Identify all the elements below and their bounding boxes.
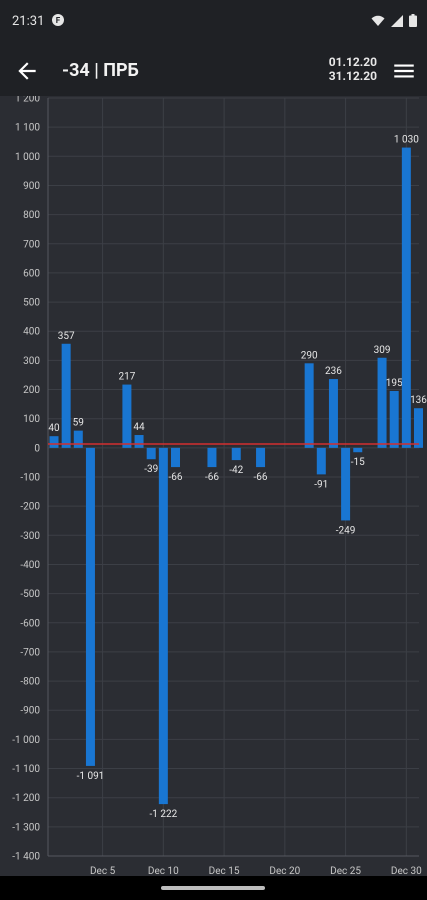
x-tick-label: Dec 10 bbox=[148, 866, 179, 876]
y-tick-label: -1 300 bbox=[12, 822, 40, 833]
data-label: -1 222 bbox=[149, 809, 177, 820]
menu-button[interactable] bbox=[391, 58, 417, 84]
bar bbox=[146, 447, 156, 460]
y-tick-label: -1 000 bbox=[12, 735, 40, 746]
bar bbox=[134, 435, 144, 448]
arrow-back-icon bbox=[18, 62, 36, 80]
signal-icon bbox=[391, 14, 403, 27]
bar bbox=[353, 447, 363, 453]
bar bbox=[401, 147, 411, 448]
data-label: 59 bbox=[73, 418, 84, 429]
y-tick-label: -300 bbox=[20, 531, 40, 542]
data-label: 217 bbox=[118, 372, 135, 383]
data-label: -15 bbox=[351, 457, 365, 468]
y-tick-label: 1 000 bbox=[15, 152, 40, 163]
y-tick-label: 0 bbox=[34, 443, 40, 454]
data-label: 136 bbox=[410, 395, 427, 406]
x-tick-label: Dec 30 bbox=[391, 866, 422, 876]
bar bbox=[61, 343, 71, 448]
y-tick-label: 1 200 bbox=[15, 96, 40, 105]
y-tick-label: 1 100 bbox=[15, 123, 40, 134]
y-tick-label: 300 bbox=[23, 356, 40, 367]
chart-area[interactable]: 1 200 1 100 1 000 900 800 700 600 500 400 300 200 1… bbox=[0, 96, 427, 876]
y-tick-label: -200 bbox=[20, 502, 40, 513]
bar bbox=[122, 384, 132, 448]
bar bbox=[49, 436, 59, 448]
data-label: -42 bbox=[229, 465, 243, 476]
battery-icon bbox=[409, 14, 417, 27]
bar bbox=[389, 390, 399, 448]
data-label: 357 bbox=[58, 331, 75, 342]
y-tick-label: 400 bbox=[23, 327, 40, 338]
bar bbox=[158, 447, 168, 805]
y-tick-label: 900 bbox=[23, 181, 40, 192]
bar bbox=[85, 447, 95, 766]
status-time: 21:31 bbox=[12, 14, 45, 29]
x-tick-label: Dec 5 bbox=[90, 866, 116, 876]
menu-icon bbox=[394, 64, 414, 78]
bar bbox=[316, 447, 326, 475]
page-title: -34 | ПРБ bbox=[62, 60, 139, 81]
y-tick-label: -500 bbox=[20, 589, 40, 600]
bar bbox=[231, 447, 241, 461]
data-label: -66 bbox=[205, 472, 219, 483]
back-button[interactable] bbox=[14, 58, 40, 84]
data-label: -1 091 bbox=[77, 771, 105, 782]
bar bbox=[256, 447, 266, 468]
data-label: 195 bbox=[386, 378, 403, 389]
bar bbox=[377, 357, 387, 448]
y-tick-label: 500 bbox=[23, 298, 40, 309]
data-label: 290 bbox=[301, 350, 318, 361]
wifi-icon bbox=[371, 15, 385, 26]
status-icons bbox=[371, 14, 417, 27]
notification-icon: F bbox=[52, 14, 64, 26]
x-tick-label: Dec 25 bbox=[330, 866, 361, 876]
bar bbox=[414, 408, 423, 448]
x-tick-label: Dec 15 bbox=[209, 866, 240, 876]
y-tick-label: 100 bbox=[23, 414, 40, 425]
y-tick-label: -400 bbox=[20, 560, 40, 571]
home-gesture-handle[interactable] bbox=[161, 886, 265, 890]
date-to: 31.12.20 bbox=[328, 69, 377, 83]
data-label: 236 bbox=[325, 366, 342, 377]
data-label: 309 bbox=[374, 345, 391, 356]
x-tick-label: Dec 20 bbox=[269, 866, 300, 876]
y-tick-label: 800 bbox=[23, 210, 40, 221]
y-tick-label: -100 bbox=[20, 473, 40, 484]
y-tick-label: -600 bbox=[20, 618, 40, 629]
bar bbox=[73, 430, 83, 448]
bar bbox=[304, 363, 314, 448]
data-label: -249 bbox=[336, 525, 356, 536]
date-from: 01.12.20 bbox=[328, 55, 377, 69]
y-tick-label: -1 100 bbox=[12, 764, 40, 775]
y-tick-label: 600 bbox=[23, 268, 40, 279]
bar bbox=[328, 379, 338, 448]
bar bbox=[341, 447, 351, 521]
data-label: -66 bbox=[254, 472, 268, 483]
data-label: -39 bbox=[144, 464, 158, 475]
data-label: -66 bbox=[168, 472, 182, 483]
app-bar: -34 | ПРБ 01.12.20 31.12.20 bbox=[0, 44, 427, 96]
data-label: -91 bbox=[314, 479, 328, 490]
y-tick-label: 200 bbox=[23, 385, 40, 396]
data-label: 40 bbox=[48, 423, 60, 434]
y-tick-label: -900 bbox=[20, 706, 40, 717]
y-tick-label: -700 bbox=[20, 647, 40, 658]
y-tick-label: -1 200 bbox=[12, 793, 40, 804]
bar bbox=[207, 447, 217, 468]
status-bar: 21:31 F bbox=[0, 0, 427, 44]
navigation-bar bbox=[0, 876, 427, 900]
data-label: 44 bbox=[133, 422, 145, 433]
bar bbox=[171, 447, 180, 468]
date-range[interactable]: 01.12.20 31.12.20 bbox=[329, 55, 377, 83]
y-tick-label: -1 400 bbox=[12, 852, 40, 863]
data-label: 1 030 bbox=[394, 135, 419, 146]
y-tick-label: -800 bbox=[20, 677, 40, 688]
y-tick-label: 700 bbox=[23, 239, 40, 250]
